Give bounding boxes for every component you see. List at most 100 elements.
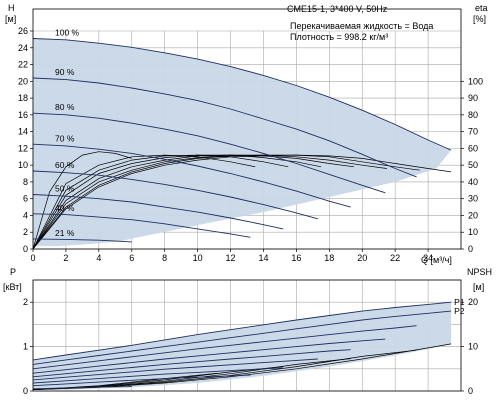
power-curve <box>32 367 284 384</box>
speed-label: 40 % <box>55 203 75 213</box>
power-plot-frame <box>32 279 462 392</box>
eta-y-tick-label: 10 <box>468 227 478 237</box>
power-curve-label: P2 <box>454 306 465 316</box>
efficiency-curve <box>32 151 132 250</box>
flow-x-tick-label: 0 <box>30 253 35 263</box>
speed-label: 90 % <box>55 67 75 77</box>
model-label: CME15-1, 3*400 V, 50Hz <box>287 4 388 14</box>
power-y-tick-label: 0 <box>23 386 28 396</box>
head-operating-area <box>33 38 452 247</box>
eta-y-tick-label: 40 <box>468 177 478 187</box>
head-y-tick-label: 10 <box>18 160 28 170</box>
eta-axis-label: eta <box>475 3 488 13</box>
flow-x-tick-label: 20 <box>357 253 367 263</box>
head-y-tick-label: 14 <box>18 127 28 137</box>
head-curve <box>32 38 452 151</box>
head-y-tick-label: 26 <box>18 26 28 36</box>
head-y-tick-label: 2 <box>23 227 28 237</box>
head-curve <box>32 112 386 194</box>
speed-label: 100 % <box>55 28 80 38</box>
head-plot-frame <box>32 8 462 250</box>
head-y-tick-label: 22 <box>18 60 28 70</box>
head-y-tick-label: 16 <box>18 110 28 120</box>
flow-x-tick-label: 10 <box>193 253 203 263</box>
eta-y-tick-label: 0 <box>468 244 473 254</box>
efficiency-curve <box>32 154 289 250</box>
eta-y-tick-label: 60 <box>468 143 478 153</box>
power-curve <box>32 301 452 361</box>
eta-y-tick-label: 100 <box>468 76 483 86</box>
npsh-axis-label: NPSH <box>467 267 492 277</box>
power-curve <box>32 374 251 387</box>
head-y-tick-label: 18 <box>18 93 28 103</box>
eta-y-tick-label: 90 <box>468 93 478 103</box>
eta-axis-unit: [%] <box>473 14 486 24</box>
flow-x-tick-label: 14 <box>258 253 268 263</box>
head-curve <box>32 170 318 220</box>
speed-label: 60 % <box>55 160 75 170</box>
fluid-label: Перекачиваемая жидкость = Вода <box>290 21 433 31</box>
power-y-tick-label: 1 <box>23 342 28 352</box>
speed-label: 50 % <box>55 184 75 194</box>
head-y-tick-label: 20 <box>18 76 28 86</box>
efficiency-curve <box>32 154 322 250</box>
speed-label: 80 % <box>55 102 75 112</box>
eta-y-tick-label: 20 <box>468 210 478 220</box>
efficiency-curve <box>32 154 420 250</box>
flow-x-tick-label: 18 <box>324 253 334 263</box>
head-curves: 100 % 90 % 80 % 70 % 60 % 50 % 40 % 21 % <box>32 28 452 243</box>
head-y-tick-label: 0 <box>23 244 28 254</box>
head-y-tick-label: 8 <box>23 177 28 187</box>
head-y-tick-label: 6 <box>23 194 28 204</box>
efficiency-curves <box>32 151 452 250</box>
efficiency-curve <box>32 154 355 250</box>
efficiency-curve <box>32 154 387 250</box>
flow-x-tick-label: 24 <box>423 253 433 263</box>
power-operating-region <box>33 302 452 390</box>
npsh-y-tick-label: 20 <box>468 297 478 307</box>
power-curve <box>32 325 417 370</box>
head-y-tick-label: 4 <box>23 210 28 220</box>
head-y-tick-label: 12 <box>18 143 28 153</box>
head-axis-unit: [м] <box>5 14 16 24</box>
flow-x-tick-label: 6 <box>129 253 134 263</box>
density-label: Плотность = 998.2 кг/м³ <box>290 32 388 42</box>
power-axis-label: P <box>10 267 16 277</box>
flow-x-tick-label: 12 <box>226 253 236 263</box>
power-curve <box>32 349 351 378</box>
flow-axis-label: Q [м³/ч] <box>421 255 452 265</box>
head-curve <box>32 238 132 243</box>
eta-y-tick-label: 50 <box>468 160 478 170</box>
power-curve <box>32 310 452 365</box>
eta-y-tick-label: 80 <box>468 110 478 120</box>
flow-x-tick-label: 8 <box>162 253 167 263</box>
head-axis-label: H <box>8 3 15 13</box>
head-curve <box>32 143 351 208</box>
head-curve <box>32 213 251 238</box>
flow-x-tick-label: 2 <box>63 253 68 263</box>
power-operating-area <box>33 302 452 390</box>
flow-x-tick-label: 22 <box>390 253 400 263</box>
power-curve <box>32 358 318 381</box>
speed-label: 70 % <box>55 133 75 143</box>
npsh-axis-unit: [м] <box>473 282 484 292</box>
power-curve <box>32 338 386 374</box>
power-y-tick-label: 2 <box>23 297 28 307</box>
eta-y-tick-label: 30 <box>468 194 478 204</box>
speed-label: 21 % <box>55 228 75 238</box>
head-curve <box>32 194 284 230</box>
eta-y-tick-label: 70 <box>468 127 478 137</box>
flow-x-tick-label: 16 <box>291 253 301 263</box>
power-axis-unit: [кВт] <box>3 282 22 292</box>
head-chart-axes: 0246810121416182022242601020304050607080… <box>18 8 483 263</box>
power-curve <box>32 386 132 390</box>
npsh-y-tick-label: 10 <box>468 342 478 352</box>
flow-x-tick-label: 4 <box>96 253 101 263</box>
head-y-tick-label: 24 <box>18 43 28 53</box>
head-operating-region <box>33 38 452 247</box>
head-curve <box>32 77 417 178</box>
npsh-y-tick-label: 0 <box>468 386 473 396</box>
